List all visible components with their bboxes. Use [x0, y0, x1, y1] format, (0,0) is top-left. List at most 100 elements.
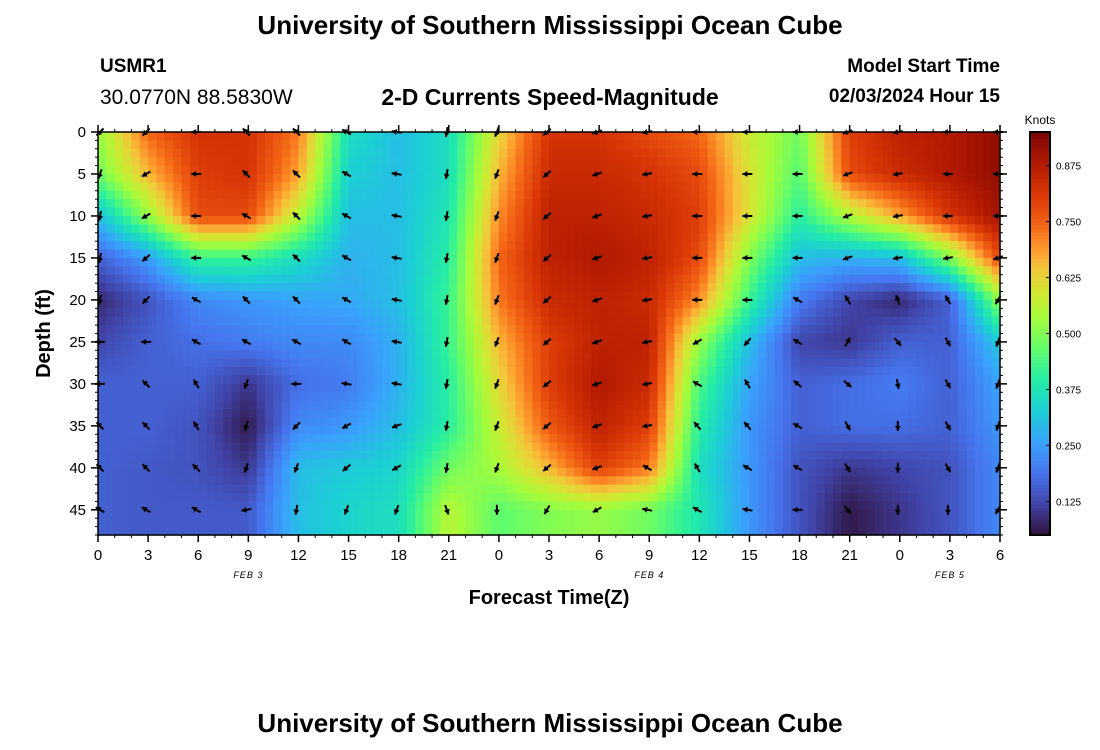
heatmap-cell: [824, 140, 834, 150]
heatmap-cell: [181, 358, 191, 368]
heatmap-cell: [156, 165, 166, 175]
heatmap-cell: [841, 241, 851, 251]
heatmap-cell: [356, 459, 366, 469]
heatmap-cell: [624, 375, 634, 385]
heatmap-cell: [649, 249, 659, 259]
heatmap-cell: [440, 341, 450, 351]
heatmap-cell: [599, 132, 609, 141]
heatmap-cell: [239, 249, 249, 259]
heatmap-cell: [331, 509, 341, 519]
heatmap-cell: [824, 425, 834, 435]
heatmap-cell: [131, 232, 141, 242]
heatmap-cell: [290, 165, 300, 175]
heatmap-cell: [181, 316, 191, 326]
heatmap-cell: [340, 325, 350, 335]
station-coordinates: 30.0770N 88.5830W: [100, 86, 293, 109]
heatmap-cell: [457, 501, 467, 511]
heatmap-cell: [239, 484, 249, 494]
heatmap-cell: [741, 467, 751, 477]
heatmap-cell: [757, 476, 767, 486]
heatmap-cell: [398, 308, 408, 318]
heatmap-cell: [498, 241, 508, 251]
heatmap-cell: [131, 199, 141, 209]
heatmap-cell: [290, 350, 300, 360]
heatmap-cell: [632, 148, 642, 158]
heatmap-cell: [549, 274, 558, 284]
heatmap-cell: [874, 459, 884, 469]
heatmap-cell: [273, 493, 283, 503]
heatmap-cell: [189, 341, 199, 351]
heatmap-cell: [223, 274, 233, 284]
heatmap-cell: [256, 308, 266, 318]
heatmap-cell: [214, 257, 224, 267]
heatmap-cell: [899, 442, 909, 452]
heatmap-cell: [540, 266, 550, 276]
heatmap-cell: [933, 467, 943, 477]
heatmap-cell: [106, 509, 116, 519]
heatmap-cell: [323, 451, 333, 461]
heatmap-cell: [657, 375, 667, 385]
heatmap-cell: [958, 509, 968, 519]
heatmap-cell: [916, 493, 926, 503]
heatmap-cell: [599, 325, 609, 335]
heatmap-cell: [607, 341, 617, 351]
heatmap-cell: [407, 417, 416, 427]
heatmap-cell: [858, 224, 867, 234]
heatmap-cell: [841, 132, 851, 141]
heatmap-cell: [791, 509, 801, 519]
heatmap-cell: [164, 299, 174, 309]
heatmap-cell: [340, 215, 350, 225]
heatmap-cell: [390, 257, 400, 267]
heatmap-cell: [356, 241, 366, 251]
heatmap-cell: [924, 232, 934, 242]
heatmap-cell: [682, 157, 692, 167]
heatmap-cell: [231, 434, 241, 444]
heatmap-cell: [749, 451, 759, 461]
heatmap-cell: [407, 341, 416, 351]
heatmap-cell: [582, 291, 592, 301]
heatmap-cell: [824, 173, 834, 183]
heatmap-cell: [231, 291, 241, 301]
heatmap-cell: [273, 308, 283, 318]
heatmap-cell: [858, 333, 867, 343]
heatmap-cell: [757, 316, 767, 326]
heatmap-cell: [440, 451, 450, 461]
heatmap-cell: [674, 316, 684, 326]
heatmap-cell: [799, 157, 809, 167]
heatmap-cell: [273, 350, 283, 360]
heatmap-cell: [958, 199, 968, 209]
heatmap-cell: [883, 325, 893, 335]
heatmap-cell: [106, 207, 116, 217]
heatmap-cell: [599, 333, 609, 343]
heatmap-cell: [941, 173, 951, 183]
heatmap-cell: [164, 400, 174, 410]
heatmap-cell: [908, 199, 918, 209]
heatmap-cell: [757, 501, 767, 511]
heatmap-cell: [941, 308, 951, 318]
heatmap-cell: [448, 224, 458, 234]
heatmap-cell: [749, 333, 759, 343]
heatmap-cell: [323, 367, 333, 377]
heatmap-cell: [223, 157, 233, 167]
heatmap-cell: [724, 467, 734, 477]
heatmap-cell: [356, 417, 366, 427]
heatmap-cell: [365, 476, 375, 486]
heatmap-cell: [440, 215, 450, 225]
heatmap-cell: [966, 308, 976, 318]
heatmap-cell: [883, 140, 893, 150]
heatmap-cell: [832, 274, 842, 284]
heatmap-cell: [774, 199, 784, 209]
heatmap-cell: [248, 190, 258, 200]
heatmap-cell: [974, 442, 984, 452]
heatmap-cell: [265, 157, 274, 167]
heatmap-cell: [440, 484, 450, 494]
heatmap-cell: [916, 409, 926, 419]
heatmap-cell: [607, 417, 617, 427]
heatmap-cell: [340, 207, 350, 217]
heatmap-cell: [958, 459, 968, 469]
heatmap-cell: [532, 501, 542, 511]
heatmap-cell: [256, 467, 266, 477]
heatmap-cell: [557, 501, 567, 511]
heatmap-cell: [874, 350, 884, 360]
heatmap-cell: [473, 484, 483, 494]
